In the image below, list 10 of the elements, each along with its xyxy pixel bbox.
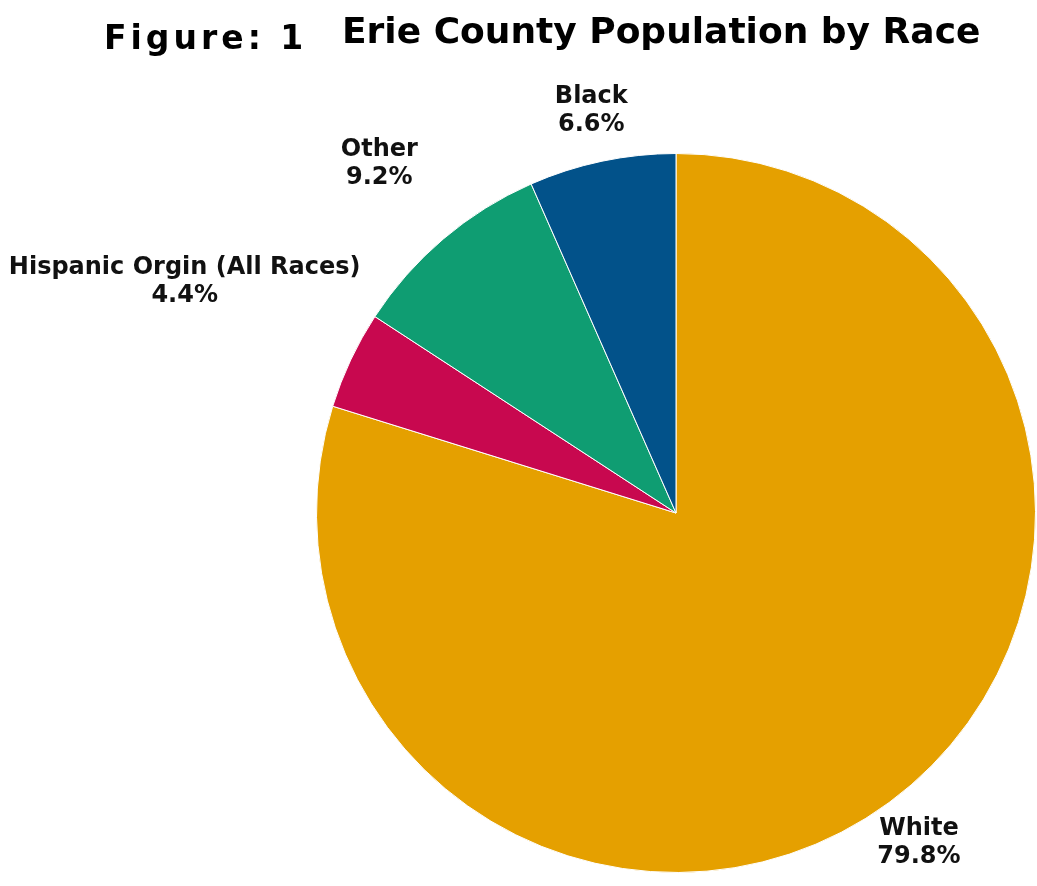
slice-label: White [879, 813, 959, 842]
slice-label: Black [554, 80, 629, 109]
text: Figure: 1 [104, 18, 308, 57]
data-label: 79.8% [877, 841, 961, 870]
chart-title: Erie County Population by Race [342, 10, 981, 51]
slice-label: Hispanic Orgin (All Races) [8, 252, 361, 281]
data-label: 9.2% [346, 161, 413, 190]
data-label: 6.6% [558, 108, 625, 137]
data-label: 4.4% [151, 280, 218, 309]
slice-label: Other [340, 133, 419, 162]
